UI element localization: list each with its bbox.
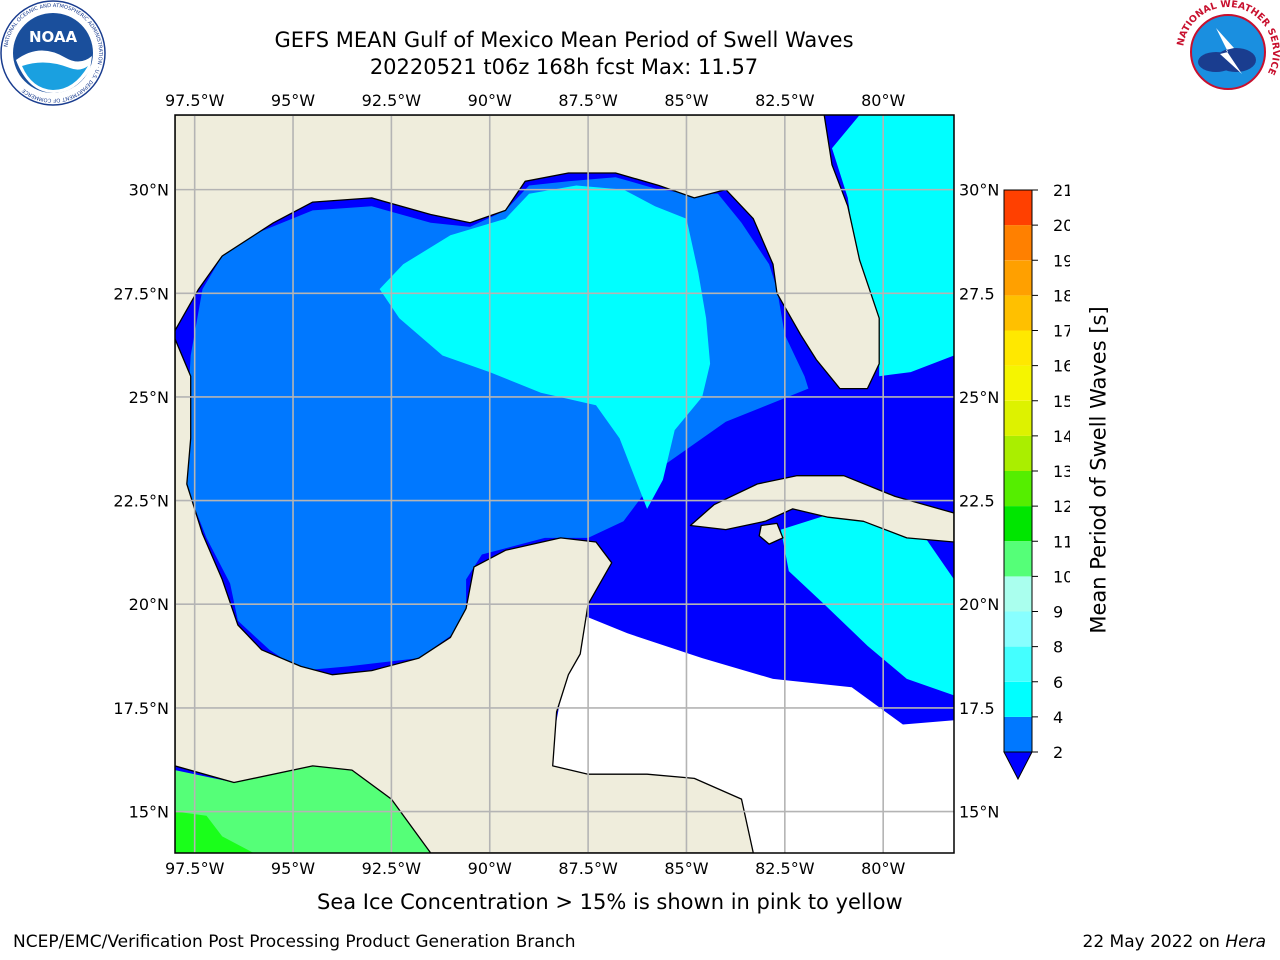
nws-logo-icon: NATIONAL WEATHER SERVICE [1176,0,1280,103]
lon-tick-label-top: 90°W [468,91,512,110]
lon-tick-label-bottom: 90°W [468,859,512,878]
lon-tick-label-top: 92.5°W [362,91,422,110]
colorbar-tick-label: 8 [1053,638,1063,657]
lon-tick-label-top: 95°W [271,91,315,110]
colorbar-swatch [1004,225,1032,261]
colorbar-swatch [1004,260,1032,296]
lon-tick-label-top: 80°W [861,91,905,110]
footer-date-text: 22 May 2022 on [1082,932,1226,952]
footer-machine: Hera [1225,932,1266,952]
cuba-land [689,475,954,543]
lon-tick-label-bottom: 85°W [664,859,708,878]
lat-tick-label-left: 27.5°N [113,284,169,303]
lat-tick-label-right: 27.5 [959,284,995,303]
lon-tick-label-bottom: 97.5°W [165,859,225,878]
lat-tick-label-left: 15°N [129,803,169,822]
chart-subtitle: 20220521 t06z 168h fcst Max: 11.57 [369,55,759,79]
lon-tick-label-top: 85°W [664,91,708,110]
mexico-central-america-land [175,338,754,853]
colorbar-tick-label: 19 [1053,251,1070,270]
lat-tick-label-left: 20°N [129,595,169,614]
atlantic-period-4-6-fill [832,115,954,377]
swell-period-contours [175,115,954,853]
lat-tick-label-left: 30°N [129,181,169,200]
sea-ice-caption: Sea Ice Concentration > 15% is shown in … [317,890,903,914]
caribbean-no-data-fill [544,612,954,853]
colorbar-tick-label: 20 [1053,216,1070,235]
colorbar-label: Mean Period of Swell Waves [s] [1086,306,1111,634]
lat-tick-label-right: 22.5 [959,492,995,511]
colorbar-tick-label: 14 [1053,427,1070,446]
caribbean-period-4-6-fill [780,504,954,696]
lon-tick-label-bottom: 87.5°W [558,859,618,878]
lat-tick-label-right: 30°N [959,181,999,200]
lon-tick-label-bottom: 80°W [861,859,905,878]
colorbar-tick-label: 16 [1053,357,1070,376]
map-frame [174,114,955,854]
lat-tick-label-left: 25°N [129,388,169,407]
graticule [175,115,954,853]
colorbar-tick-label: 17 [1053,322,1070,341]
colorbar-swatch [1004,646,1032,682]
colorbar-swatch [1004,611,1032,647]
colorbar-swatch [1004,295,1032,331]
colorbar-swatch [1004,365,1032,401]
colorbar-swatch [1004,681,1032,717]
map-tick-labels: 97.5°W 97.5°W 95°W 95°W 92.5°W 92.5°W 90°W 90°W… [113,91,999,878]
colorbar-swatch [1004,471,1032,507]
lat-tick-label-right: 20°N [959,595,999,614]
lon-tick-label-bottom: 92.5°W [362,859,422,878]
lat-tick-label-right: 17.5 [959,699,995,718]
colorbar-tick-label: 13 [1053,462,1070,481]
colorbar-tick-label: 4 [1053,708,1063,727]
colorbar-tick-label: 18 [1053,286,1070,305]
lon-tick-label-top: 82.5°W [755,91,815,110]
lon-tick-label-top: 87.5°W [558,91,618,110]
colorbar-tick-label: 9 [1053,603,1063,622]
lat-tick-label-right: 25°N [959,388,999,407]
chart-title: GEFS MEAN Gulf of Mexico Mean Period of … [274,28,854,52]
noaa-logo-icon: NOAA NATIONAL OCEANIC AND ATMOSPHERIC AD… [0,0,106,106]
colorbar-tick-label: 10 [1053,567,1070,586]
colorbar-swatch [1004,400,1032,436]
gulf-period-4-6-fill [379,185,711,509]
lat-tick-label-left: 22.5°N [113,492,169,511]
land-masses [175,115,954,853]
colorbar-tick-label: 11 [1053,532,1070,551]
colorbar-tick-label: 6 [1053,673,1063,692]
north-america-land [175,115,880,390]
lat-tick-label-left: 17.5°N [113,699,169,718]
lon-tick-label-bottom: 82.5°W [755,859,815,878]
colorbar-swatch [1004,190,1032,226]
colorbar-swatch [1004,330,1032,366]
lon-tick-label-top: 97.5°W [165,91,225,110]
bahamas-andros-land [953,400,954,452]
colorbar-tick-label: 12 [1053,497,1070,516]
colorbar-tick-label: 2 [1053,743,1063,762]
colorbar-swatch [1004,541,1032,577]
pacific-period-8-10-fill [175,765,431,853]
colorbar-swatch [1004,435,1032,471]
footer-date: 22 May 2022 on Hera [1083,932,1267,952]
lon-tick-label-bottom: 95°W [271,859,315,878]
noaa-logo-text: NOAA [29,28,78,46]
colorbar-swatch [1004,506,1032,542]
colorbar-tick-label: 15 [1053,392,1070,411]
colorbar-tick-label: 21 [1053,181,1070,200]
colorbar: 2 4 6 8 9 10 11 12 13 14 15 16 17 18 19 20 21 [1003,181,1070,781]
colorbar-swatch [1004,576,1032,612]
colorbar-under-arrow [1003,751,1033,781]
lat-tick-label-right: 15°N [959,803,999,822]
footer-credit: NCEP/EMC/Verification Post Processing Pr… [13,932,576,952]
isla-juventud-land [758,522,784,545]
colorbar-swatch [1004,716,1032,752]
